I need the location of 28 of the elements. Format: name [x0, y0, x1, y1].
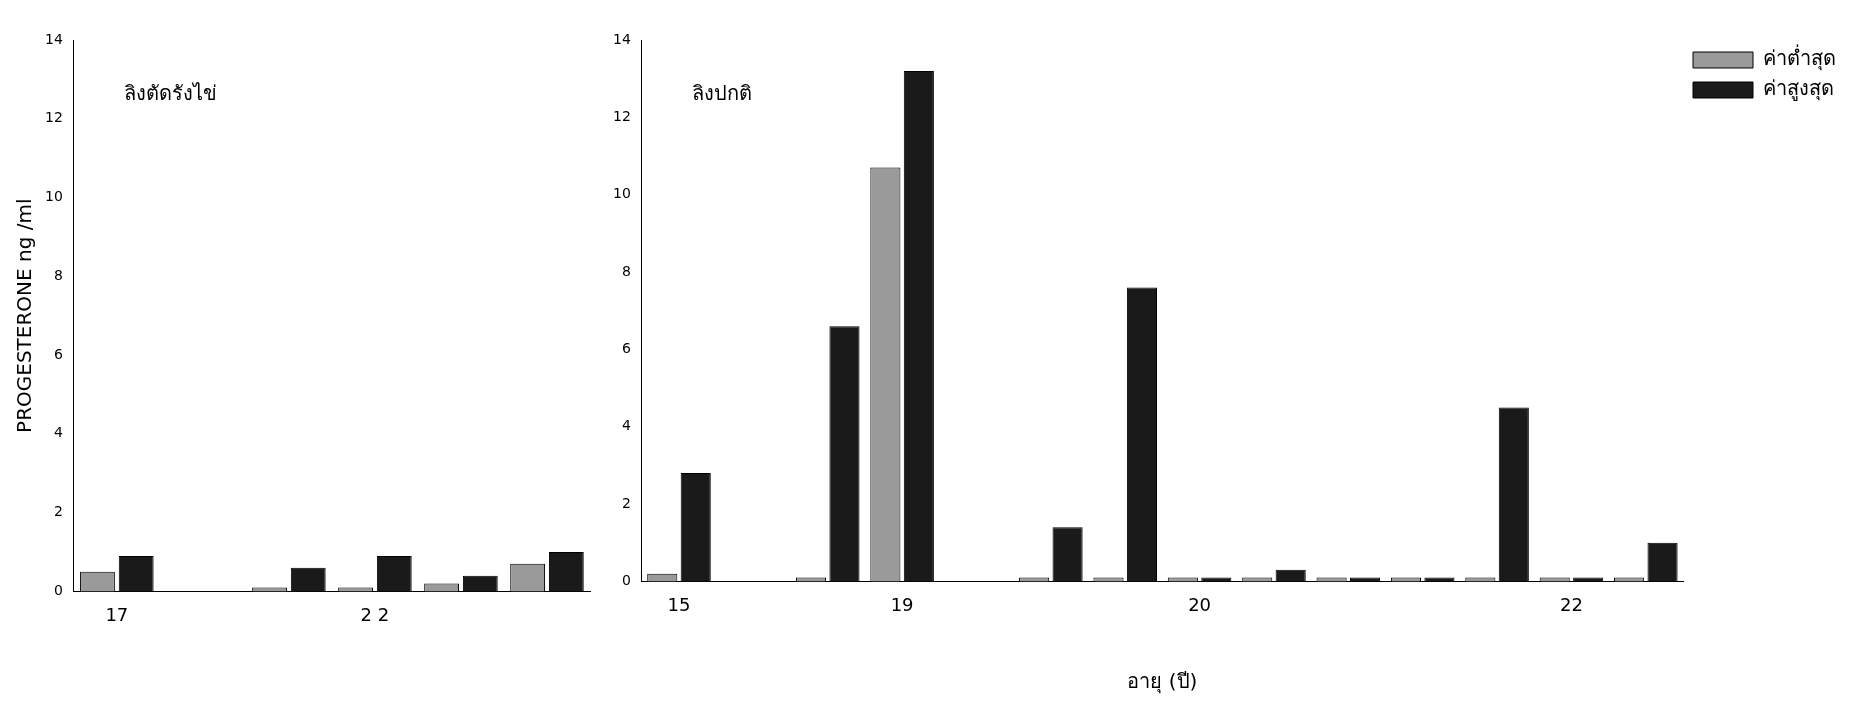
y-tick-label: 6: [621, 340, 631, 357]
y-tick-label: 14: [44, 30, 63, 47]
y-tick-label: 14: [612, 30, 631, 47]
x-tick-label: 15: [667, 593, 691, 615]
y-tick-label: 4: [621, 417, 631, 434]
y-tick-label: 6: [53, 345, 63, 362]
y-tick-label: 2: [621, 494, 631, 511]
x-tick-label: 22: [1559, 593, 1583, 615]
x-axis-title: อายุ (ปี): [1127, 669, 1198, 695]
legend-label: ค่าสูงสุด: [1763, 76, 1834, 102]
x-tick-label: 17: [105, 603, 129, 625]
y-tick-label: 4: [53, 424, 63, 441]
x-tick-label: 2 2: [360, 603, 390, 625]
y-tick-label: 12: [44, 109, 63, 126]
text: ลิงตัดรังไข่: [123, 81, 217, 106]
text: ลิงปกติ: [691, 81, 752, 106]
y-tick-label: 12: [612, 107, 631, 124]
y-tick-label: 0: [53, 582, 63, 599]
y-tick-label: 8: [621, 262, 631, 279]
y-tick-label: 2: [53, 503, 63, 520]
legend-label: ค่าต่ำสุด: [1763, 44, 1836, 72]
y-axis-title: PROGESTERONE ng /ml: [12, 198, 37, 433]
y-tick-label: 10: [612, 185, 631, 202]
y-tick-label: 10: [44, 188, 63, 205]
y-tick-label: 8: [53, 266, 63, 283]
x-tick-label: 20: [1188, 593, 1212, 615]
x-tick-label: 19: [890, 593, 914, 615]
y-tick-label: 0: [621, 572, 631, 589]
